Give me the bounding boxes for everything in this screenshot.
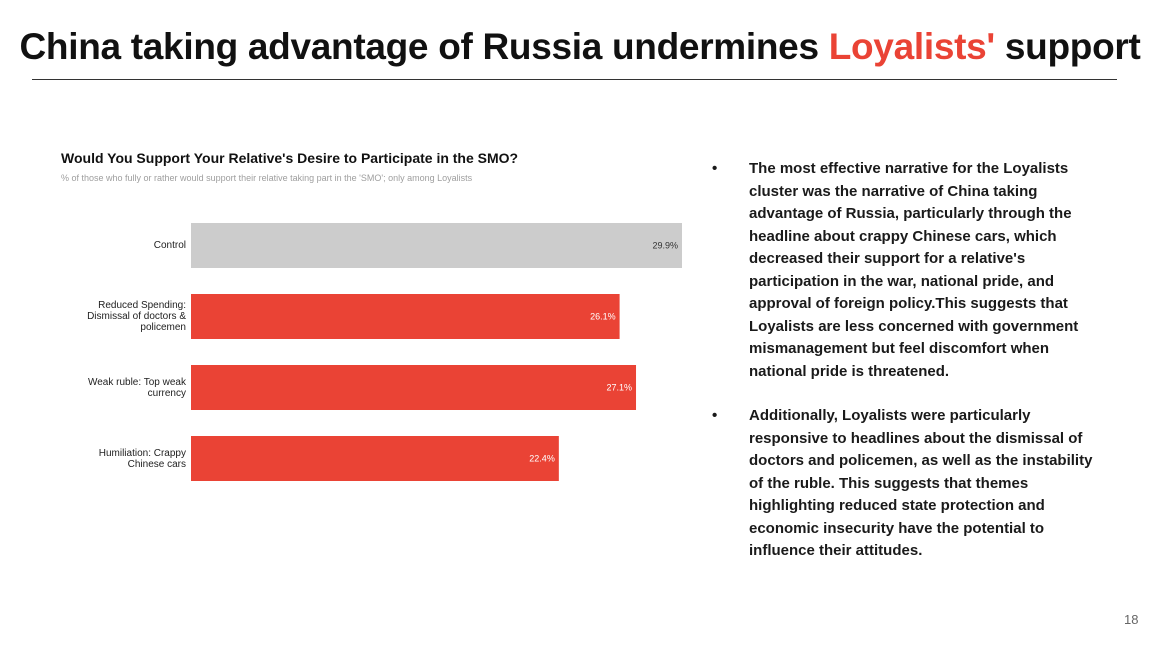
data-label-2: 27.1%	[606, 383, 632, 393]
chart-title: Would You Support Your Relative's Desire…	[61, 150, 519, 166]
slide-title-suffix: support	[994, 26, 1141, 67]
title-divider	[32, 79, 1117, 80]
finding-text: Additionally, Loyalists were particularl…	[749, 407, 1093, 559]
data-label-0: 29.9%	[652, 241, 678, 251]
findings-list: • The most effective narrative for the Lo…	[710, 158, 1105, 585]
data-label-1: 26.1%	[590, 312, 616, 322]
bullet-dot-icon: •	[712, 160, 718, 177]
chart-subtitle: % of those who fully or rather would sup…	[61, 173, 473, 183]
category-label-3: Humiliation: Crappy Chinese cars	[98, 447, 186, 470]
slide-title: China taking advantage of Russia undermi…	[0, 26, 1160, 68]
slide-title-prefix: China taking advantage of Russia undermi…	[19, 26, 829, 67]
finding-text: The most effective narrative for the Loy…	[749, 160, 1079, 380]
bar-1	[191, 294, 620, 339]
bar-chart: 29.9% 26.1% 27.1% 22.4%	[191, 223, 682, 481]
category-label-1: Reduced Spending: Dismissal of doctors & p…	[87, 300, 186, 333]
data-label-3: 22.4%	[529, 454, 555, 464]
finding-item: • The most effective narrative for the Lo…	[710, 158, 1105, 383]
category-label-0: Control	[153, 240, 186, 251]
finding-item: • Additionally, Loyalists were particular…	[710, 405, 1105, 563]
bar-2	[191, 365, 637, 410]
bar-3	[191, 436, 559, 481]
category-label-2: Weak ruble: Top weak currency	[87, 376, 186, 399]
bar-0	[191, 223, 682, 268]
page-number: 18	[1124, 612, 1139, 627]
slide-title-highlight: Loyalists'	[828, 26, 996, 67]
bullet-dot-icon: •	[712, 407, 718, 424]
